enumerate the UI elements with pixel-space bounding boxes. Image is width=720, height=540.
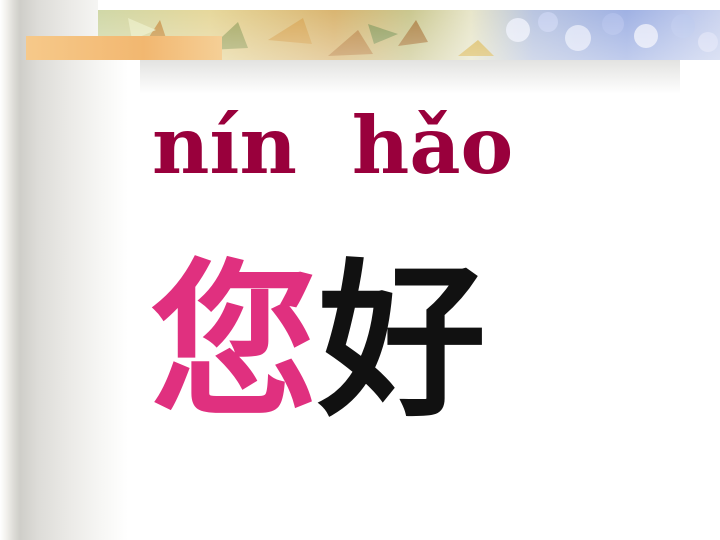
character-nin: 您 bbox=[150, 244, 318, 440]
left-gradient-strip bbox=[0, 0, 128, 540]
character-hao: 好 bbox=[318, 244, 486, 440]
floral-banner-image bbox=[98, 0, 720, 60]
orange-accent-bar bbox=[26, 36, 222, 60]
banner-shadow bbox=[140, 58, 680, 94]
chinese-characters: 您好 bbox=[150, 252, 486, 432]
pinyin-text: nín hǎo bbox=[152, 99, 514, 192]
